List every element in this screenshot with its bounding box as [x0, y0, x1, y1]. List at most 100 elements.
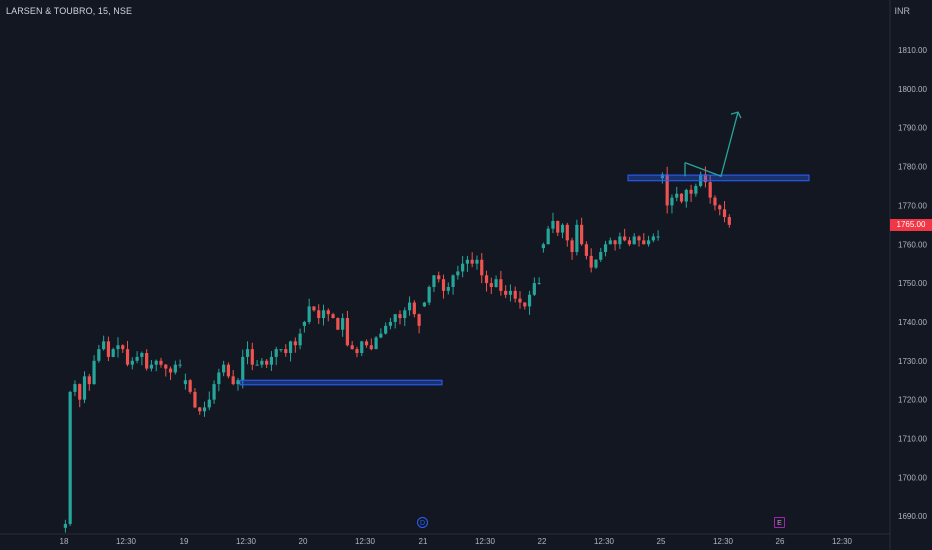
candle: [480, 253, 484, 284]
candle: [336, 317, 340, 330]
candle: [135, 351, 139, 364]
candle-body: [236, 380, 240, 385]
candle-body: [708, 182, 712, 198]
candle: [427, 285, 431, 306]
candle: [364, 339, 369, 348]
candle-body: [451, 275, 455, 287]
candle-body: [407, 302, 412, 311]
price-axis-tick-label: 1710.00: [898, 435, 927, 444]
price-axis-tick-label: 1730.00: [898, 357, 927, 366]
candle-body: [222, 364, 226, 373]
price-axis[interactable]: 1690.00 1700.00 1710.00 1720.00 1730.00 1740.…: [898, 46, 927, 521]
dividend-marker[interactable]: D: [417, 517, 428, 528]
candle: [63, 519, 67, 533]
candle-body: [73, 384, 77, 392]
candle: [412, 300, 416, 318]
candle: [193, 388, 197, 409]
candle: [541, 242, 545, 253]
candle: [379, 328, 383, 339]
candle-body: [670, 197, 674, 206]
candle: [504, 285, 508, 299]
candle: [484, 270, 489, 292]
candle-body: [699, 174, 703, 186]
candle-body: [589, 255, 593, 268]
time-axis-tick-label: 12:30: [713, 537, 734, 546]
candle-body: [437, 275, 441, 280]
candle: [656, 230, 660, 241]
candle-body: [255, 364, 259, 366]
candle: [393, 314, 397, 329]
candle: [173, 360, 177, 375]
candle: [178, 359, 182, 369]
candle-body: [441, 279, 446, 291]
candle: [675, 186, 679, 202]
candle: [312, 306, 316, 312]
candle-body: [178, 364, 182, 366]
candle: [326, 308, 330, 322]
candle-body: [403, 310, 407, 319]
candle: [523, 302, 527, 310]
candle: [699, 171, 703, 188]
candle-body: [523, 302, 527, 307]
candle-body: [326, 310, 330, 315]
projection-arrow-line[interactable]: [684, 111, 739, 178]
candle: [599, 247, 603, 262]
candle-body: [111, 349, 115, 357]
candle-body: [384, 325, 388, 334]
candle-body: [145, 353, 149, 369]
candle-body: [470, 259, 474, 264]
candle-body: [618, 236, 622, 245]
candle-body: [159, 360, 163, 365]
candle-body: [513, 290, 517, 299]
candle: [665, 166, 669, 214]
candle-body: [446, 286, 450, 291]
candle: [446, 282, 450, 295]
last-price-tag: 1765.00: [890, 218, 932, 231]
candle-body: [183, 380, 187, 385]
support-zone-low[interactable]: [239, 379, 443, 386]
candle: [265, 358, 269, 369]
candle-body: [627, 240, 632, 245]
candle-body: [364, 341, 369, 346]
candle: [727, 214, 731, 228]
price-axis-tick-label: 1790.00: [898, 124, 927, 133]
time-axis[interactable]: 18 12:30 19 12:30 20 12:30 21 12:30 22 12:30 25 12:…: [60, 537, 853, 546]
candle: [183, 373, 187, 390]
candle-body: [265, 360, 269, 365]
candle-body: [130, 360, 134, 365]
earnings-marker[interactable]: E: [774, 517, 785, 528]
candle: [260, 358, 264, 368]
time-axis-tick-label: 12:30: [475, 537, 496, 546]
candle-body: [260, 360, 264, 365]
candle: [651, 233, 655, 243]
candle-body: [317, 310, 321, 319]
candle-body: [217, 372, 221, 385]
candle-body: [494, 279, 498, 287]
candle-body: [532, 283, 536, 295]
candle-body: [422, 302, 426, 307]
candle: [722, 201, 727, 223]
candle: [670, 194, 674, 214]
candle: [556, 220, 560, 236]
candle-body: [541, 244, 545, 249]
candle-body: [231, 376, 235, 385]
candle: [432, 275, 436, 293]
candle-body: [269, 356, 274, 365]
candle-body: [623, 236, 627, 241]
projection-arrow: [684, 111, 742, 178]
candle: [398, 310, 402, 325]
candle-body: [245, 349, 250, 357]
candle-body: [703, 174, 708, 183]
candle-body: [207, 399, 211, 408]
candle: [422, 301, 426, 307]
candle: [456, 265, 460, 280]
candle: [508, 284, 513, 302]
candle-body: [713, 197, 717, 206]
candle: [584, 241, 589, 260]
candle-body: [456, 271, 460, 276]
candle-body: [250, 349, 254, 365]
support-zones: [239, 174, 810, 386]
candle: [231, 369, 235, 386]
candle: [92, 355, 96, 385]
